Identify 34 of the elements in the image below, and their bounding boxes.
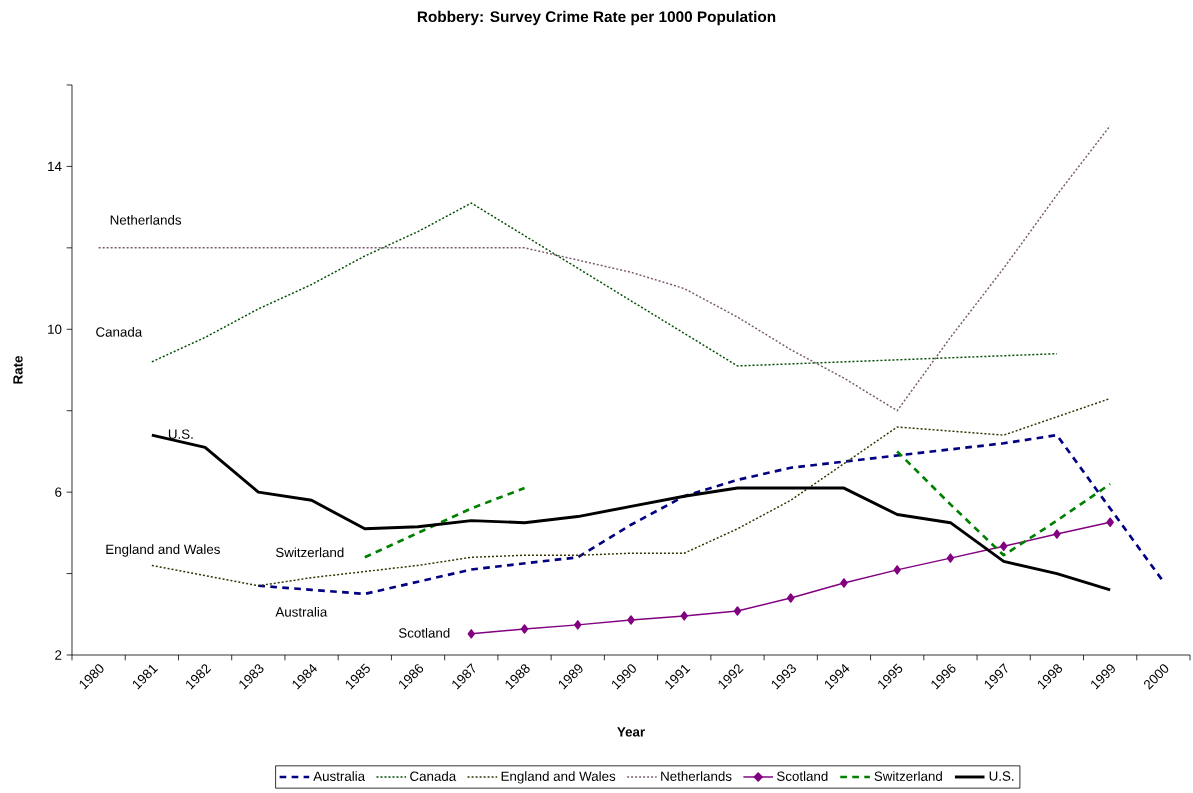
y-tick-label: 2 bbox=[55, 650, 62, 660]
point bbox=[786, 593, 795, 603]
legend-label: Australia bbox=[313, 771, 366, 781]
point bbox=[733, 606, 742, 616]
annotation: Canada bbox=[96, 326, 143, 337]
y-tick-label: 6 bbox=[55, 487, 62, 497]
chart-title: Robbery: Survey Crime Rate per 1000 Population bbox=[417, 10, 776, 26]
legend-label: Netherlands bbox=[661, 771, 732, 781]
annotation: Scotland bbox=[398, 627, 450, 638]
point bbox=[1106, 517, 1114, 528]
legend-label: England and Wales bbox=[501, 771, 616, 784]
point bbox=[999, 541, 1008, 552]
y-tick-label: 14 bbox=[48, 161, 62, 172]
x-axis-title: Year bbox=[617, 727, 645, 737]
annotation: Netherlands bbox=[110, 214, 182, 225]
annotation: U.S. bbox=[168, 429, 193, 439]
point bbox=[1053, 529, 1061, 539]
legend-label: Canada bbox=[410, 771, 457, 781]
y-axis-title: Rate bbox=[13, 356, 23, 384]
point bbox=[520, 624, 529, 634]
legend-label: U.S. bbox=[989, 771, 1014, 781]
annotation: England and Wales bbox=[106, 544, 220, 557]
annotation: Australia bbox=[275, 606, 328, 617]
point bbox=[467, 629, 476, 639]
legend-label: Switzerland bbox=[874, 771, 942, 781]
point bbox=[840, 578, 848, 588]
legend-label: Scotland bbox=[777, 771, 828, 781]
point bbox=[680, 611, 688, 621]
point bbox=[574, 620, 582, 630]
y-tick-label: 10 bbox=[48, 324, 62, 334]
point bbox=[893, 565, 901, 575]
point bbox=[627, 615, 635, 625]
point bbox=[946, 553, 955, 563]
annotation: Switzerland bbox=[275, 547, 344, 558]
